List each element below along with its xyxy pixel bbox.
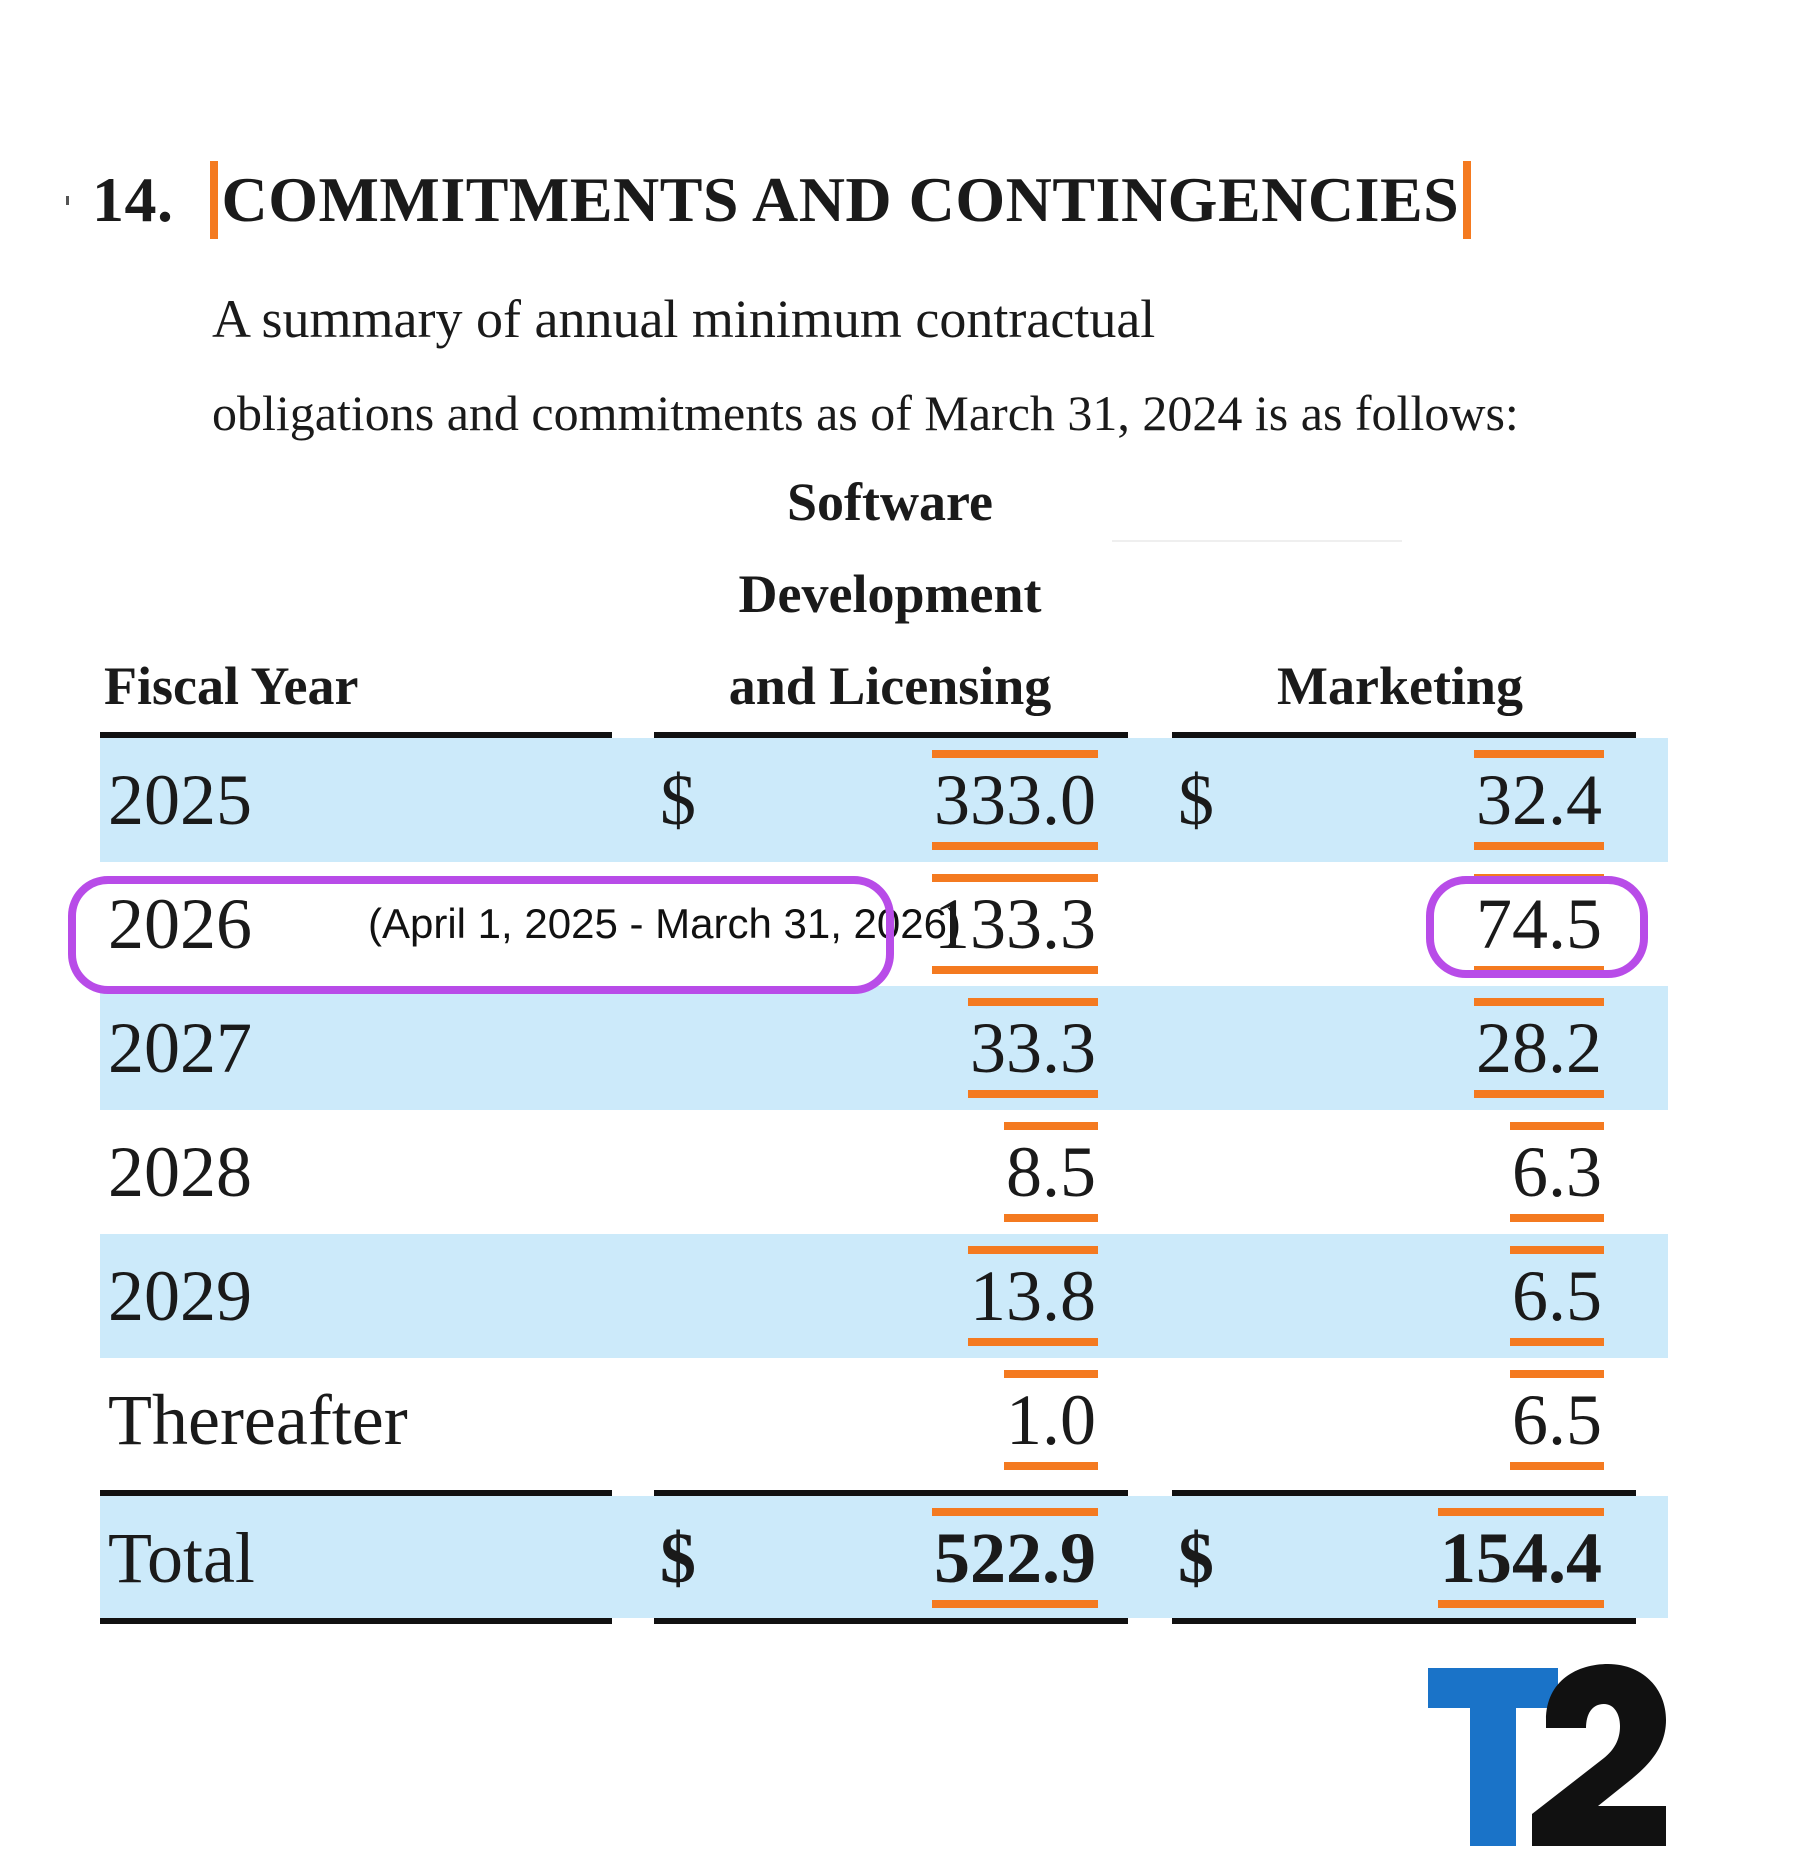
- margin-tick: [66, 196, 69, 205]
- row-software-value: 1.0: [1004, 1358, 1098, 1482]
- row-year: 2026: [108, 884, 252, 964]
- total-top-rule-software: [654, 1490, 1128, 1496]
- table-row: 2027 33.3 28.2: [100, 986, 1668, 1110]
- header-rule-marketing: [1172, 732, 1636, 738]
- row-year: 2027: [108, 1008, 252, 1088]
- table-row: 2028 8.5 6.3: [100, 1110, 1668, 1234]
- highlight-2026-year: [68, 876, 894, 994]
- row-year: 2029: [108, 1256, 252, 1336]
- total-software-currency: $: [660, 1518, 696, 1598]
- table-row: 2029 13.8 6.5: [100, 1234, 1668, 1358]
- header-rule-software: [654, 732, 1128, 738]
- section-title: COMMITMENTS AND CONTINGENCIES: [221, 164, 1460, 235]
- total-software-value: 522.9: [932, 1496, 1098, 1620]
- row-marketing-value: 32.4: [1474, 738, 1604, 862]
- header-software-line-2: Development: [738, 564, 1042, 624]
- total-marketing-value: 154.4: [1438, 1496, 1604, 1620]
- row-software-value: 13.8: [968, 1234, 1098, 1358]
- row-marketing-value: 6.5: [1510, 1234, 1604, 1358]
- bottom-rule-marketing: [1172, 1618, 1636, 1624]
- table-row: Thereafter 1.0 6.5: [100, 1358, 1668, 1482]
- intro-line-2: obligations and commitments as of March …: [212, 385, 1519, 441]
- bottom-rule-fiscal-year: [100, 1618, 612, 1624]
- row-software-value: 333.0: [932, 738, 1098, 862]
- row-marketing-value: 6.3: [1510, 1110, 1604, 1234]
- table-row-total: Total $ 522.9 $ 154.4: [100, 1496, 1668, 1618]
- row-year: 2028: [108, 1132, 252, 1212]
- faint-divider: [1112, 540, 1402, 542]
- row-software-value: 8.5: [1004, 1110, 1098, 1234]
- total-label: Total: [108, 1518, 255, 1598]
- header-software: Software Development and Licensing: [655, 456, 1125, 732]
- cursor-bar-left: [209, 161, 218, 239]
- section-heading: 14. COMMITMENTS AND CONTINGENCIES: [92, 160, 1472, 240]
- total-marketing-currency: $: [1178, 1518, 1214, 1598]
- bottom-rule-software: [654, 1618, 1128, 1624]
- row-software-value: 133.3: [932, 862, 1098, 986]
- total-top-rule-marketing: [1172, 1490, 1636, 1496]
- row-marketing-value: 6.5: [1510, 1358, 1604, 1482]
- header-fiscal-year: Fiscal Year: [104, 656, 359, 716]
- header-marketing: Marketing: [1277, 656, 1523, 716]
- row-software-value: 33.3: [968, 986, 1098, 1110]
- row-year: 2025: [108, 760, 252, 840]
- row-marketing-value: 28.2: [1474, 986, 1604, 1110]
- header-software-line-3: and Licensing: [728, 656, 1052, 716]
- cursor-bar-right: [1463, 161, 1472, 239]
- section-number: 14.: [92, 164, 174, 235]
- row-year: Thereafter: [108, 1380, 408, 1460]
- t2-logo-2: [1532, 1664, 1666, 1846]
- t2-logo-t-stem: [1470, 1668, 1516, 1846]
- row-software-currency: $: [660, 760, 696, 840]
- highlight-2026-marketing: [1426, 876, 1648, 978]
- t2-logo: [1428, 1664, 1666, 1846]
- intro-line-1: A summary of annual minimum contractual: [212, 289, 1156, 349]
- table-row: 2025 $ $333.0 32.4: [100, 738, 1668, 862]
- total-top-rule-fiscal-year: [100, 1490, 612, 1496]
- row-marketing-currency: $: [1178, 760, 1214, 840]
- header-software-line-1: Software: [787, 472, 993, 532]
- header-rule-fiscal-year: [100, 732, 612, 738]
